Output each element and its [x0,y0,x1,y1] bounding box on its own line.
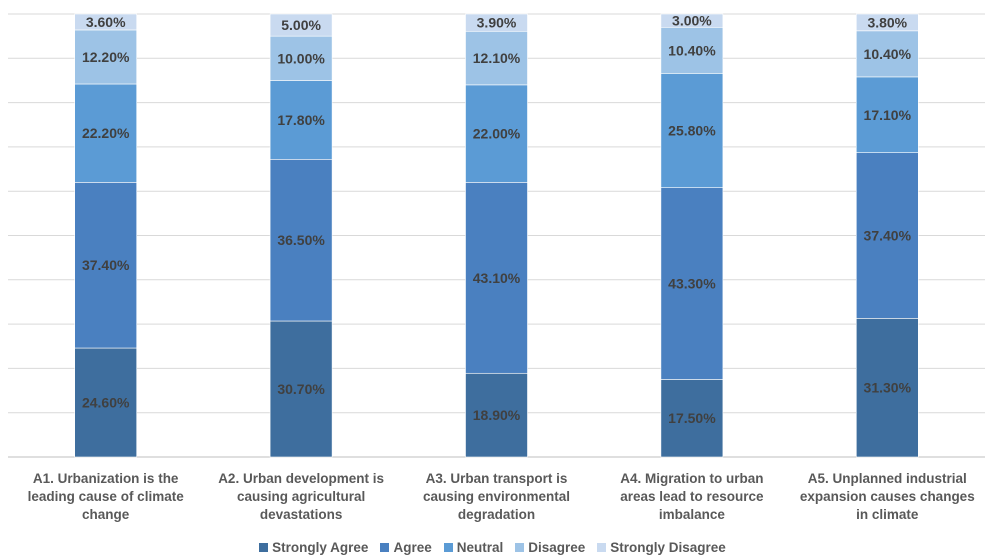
data-label: 22.00% [473,126,521,142]
legend: Strongly Agree Agree Neutral Disagree Strong… [0,540,985,555]
data-label: 17.80% [277,112,325,128]
data-label: 43.10% [473,270,521,286]
data-label: 37.40% [82,257,130,273]
bar-segment-strongly-agree [74,347,137,458]
data-label: 30.70% [277,381,325,397]
data-label: 43.30% [668,276,716,292]
bar-segment-strongly-agree [465,372,528,458]
data-label: 10.00% [277,50,325,66]
data-label: 37.40% [864,228,912,244]
bar-segment-strongly-agree [855,318,919,458]
data-label: 3.00% [672,13,712,29]
legend-swatch [380,543,390,552]
bar-segment-agree [74,182,137,349]
bar-segment-disagree [465,30,528,86]
bar-segment-disagree [660,26,724,74]
category-label: A5. Unplanned industrial expansion causes… [799,471,975,522]
data-label: 10.40% [864,46,912,62]
data-label: 17.10% [864,107,912,123]
bar-segment-neutral [269,80,333,160]
bar-segment-agree [855,152,919,319]
category-label: A1. Urbanization is the leading cause of … [27,471,184,522]
legend-label: Disagree [528,540,586,555]
bar-segment-strongly-disagree [660,13,724,28]
legend-item: Strongly Disagree [597,540,726,555]
legend-swatch [597,543,607,552]
data-label: 3.80% [867,14,907,30]
legend-label: Neutral [456,540,504,555]
bar-stacks [74,13,919,458]
bar-segment-agree [269,159,333,322]
bar-segment-neutral [855,76,919,153]
data-label: 10.40% [668,42,716,58]
data-label: 17.50% [668,410,716,426]
data-label: 3.60% [86,14,126,30]
bar-segment-disagree [74,29,137,85]
bar-segment-neutral [74,83,137,183]
bar-segment-strongly-agree [269,320,333,458]
bar-segment-agree [465,182,528,374]
data-label: 22.20% [82,125,130,141]
bar-segment-disagree [855,30,919,78]
category-label: A2. Urban development is causing agricult… [218,471,384,522]
bar-segment-strongly-disagree [74,13,137,31]
data-label: 3.90% [477,15,517,31]
legend-item: Neutral [443,540,504,555]
data-label: 18.90% [473,407,521,423]
bar-segment-neutral [465,84,528,183]
bar-segment-disagree [269,35,333,81]
bar-segment-neutral [660,73,724,188]
legend-swatch [515,543,525,552]
data-label: 36.50% [277,232,325,248]
legend-swatch [259,543,269,552]
data-label: 12.20% [82,49,130,65]
legend-item: Strongly Agree [259,540,368,555]
category-label: A4. Migration to urban areas lead to reso… [620,471,764,522]
legend-label: Strongly Agree [272,540,369,555]
legend-label: Agree [393,540,432,555]
data-label: 5.00% [281,17,321,33]
legend-swatch [443,543,453,552]
legend-item: Agree [380,540,432,555]
bar-segment-agree [660,187,724,380]
legend-item: Disagree [515,540,585,555]
data-label: 31.30% [864,380,912,396]
legend-label: Strongly Disagree [610,540,726,555]
data-label: 25.80% [668,123,716,139]
data-label: 24.60% [82,395,130,411]
bar-segment-strongly-disagree [269,13,333,37]
category-label: A3. Urban transport is causing environmen… [422,471,571,522]
bar-segment-strongly-disagree [855,13,919,32]
data-labels: 24.60% 37.40% 22.20% 12.20% 3.60% 30.70% 36.50… [82,13,912,427]
bar-segment-strongly-disagree [465,13,528,32]
data-label: 12.10% [473,50,521,66]
bar-segment-strongly-agree [660,379,724,458]
